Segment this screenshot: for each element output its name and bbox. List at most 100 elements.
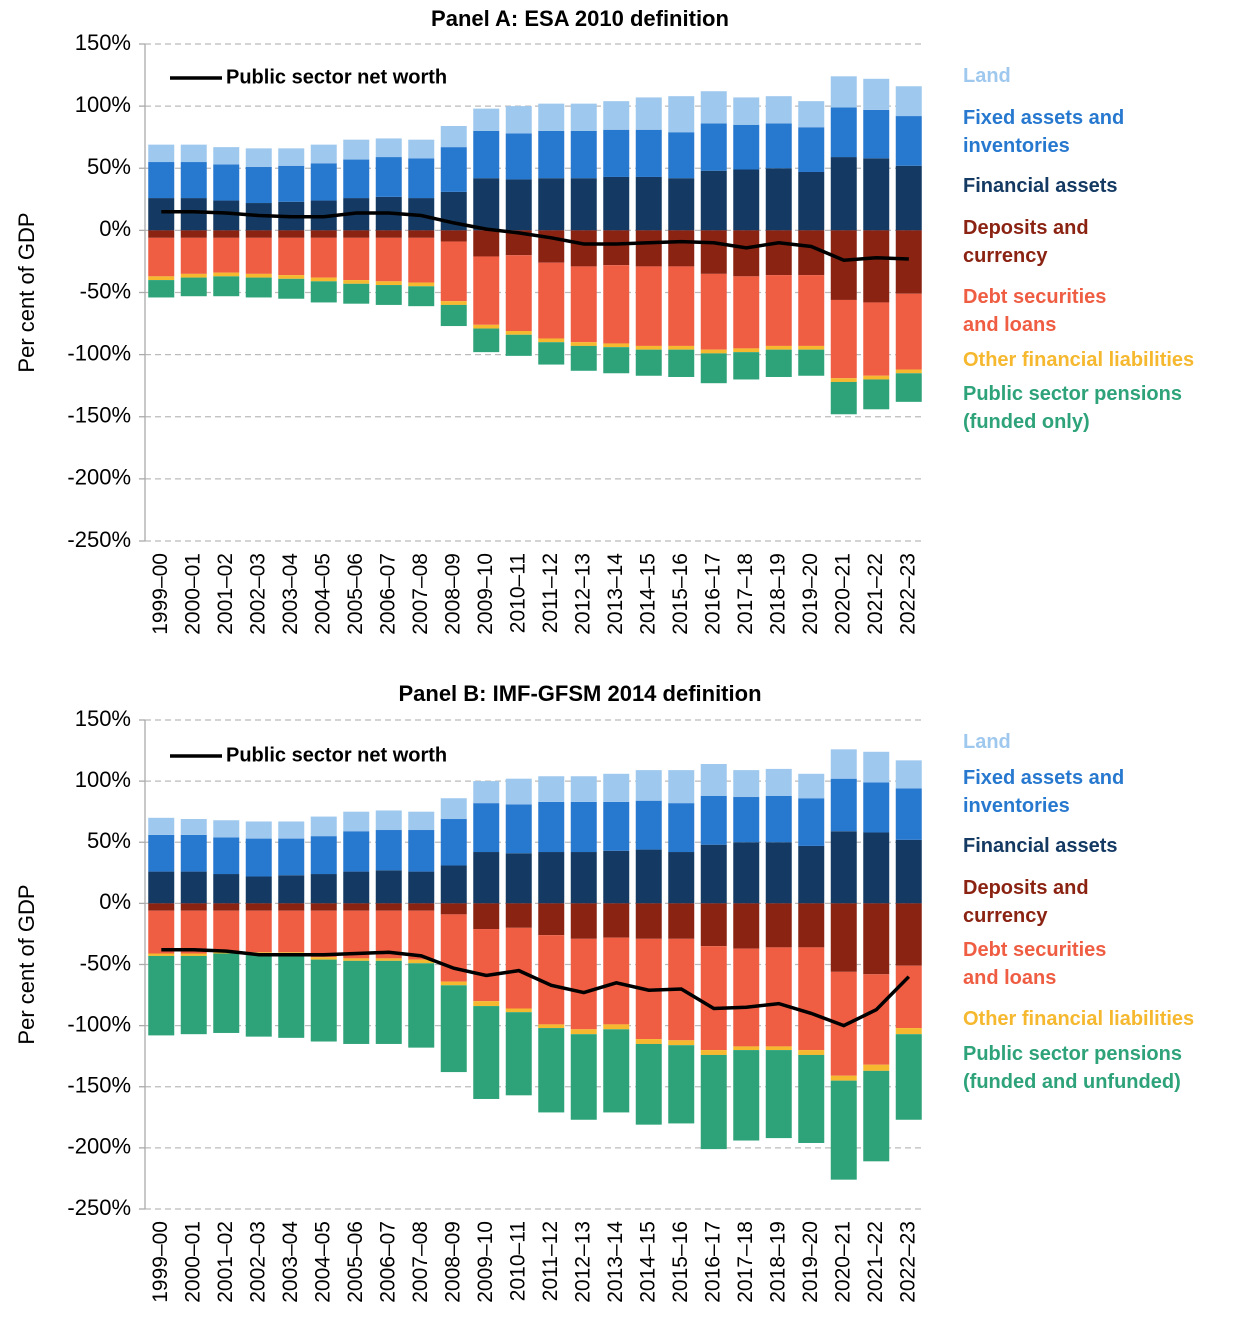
bar-segment — [668, 96, 695, 133]
bar-segment — [538, 103, 565, 131]
bar-segment — [473, 803, 500, 853]
bar-segment — [635, 349, 662, 376]
y-tick-label: -100% — [67, 340, 131, 365]
bar-segment — [343, 280, 370, 284]
bar-segment — [603, 129, 630, 177]
x-tick-label: 2003–04 — [279, 1221, 302, 1303]
bar-segment — [213, 230, 240, 238]
bar-segment — [310, 903, 337, 911]
bar-segment — [505, 331, 532, 335]
x-tick-label: 2018–19 — [766, 1221, 789, 1303]
bar-segment — [180, 277, 207, 297]
bar-segment — [570, 903, 597, 939]
bar-segment — [700, 123, 727, 171]
bar-segment — [570, 938, 597, 1030]
bar-segment — [245, 230, 272, 238]
bar-segment — [863, 974, 890, 1065]
bar-segment — [505, 179, 532, 231]
bar-segment — [343, 871, 370, 904]
bar-segment — [863, 1064, 890, 1071]
legend-entry: Public sector pensions (funded only) — [963, 383, 1182, 433]
bar-segment — [863, 379, 890, 410]
bar-segment — [213, 953, 240, 1033]
bar-segment — [830, 378, 857, 382]
bar-segment — [278, 875, 305, 904]
bar-segment — [668, 1045, 695, 1124]
bar-segment — [700, 844, 727, 904]
bar-segment — [895, 965, 922, 1029]
bar-segment — [473, 256, 500, 325]
bar-segment — [733, 1050, 760, 1141]
bar-segment — [635, 903, 662, 939]
bar-segment — [473, 781, 500, 804]
bar-segment — [278, 838, 305, 876]
bar-segment — [733, 230, 760, 277]
y-tick-label: -50% — [80, 278, 131, 303]
bar-segment — [798, 1050, 825, 1055]
bar-segment — [798, 349, 825, 376]
bar-segment — [798, 845, 825, 904]
bar-segment — [180, 834, 207, 872]
x-tick-label: 2001–02 — [214, 1221, 237, 1303]
bar-segment — [408, 230, 435, 238]
bar-segment — [408, 237, 435, 283]
bar-segment — [505, 334, 532, 356]
x-tick-label: 2008–09 — [441, 1221, 464, 1303]
bar-segment — [603, 176, 630, 231]
x-tick-label: 2020–21 — [831, 553, 854, 635]
bar-segment — [440, 241, 467, 302]
bar-segment — [180, 144, 207, 163]
bar-segment — [278, 953, 305, 1038]
bar-segment — [765, 903, 792, 948]
bar-segment — [343, 159, 370, 199]
y-tick-label: -150% — [67, 1073, 131, 1098]
bar-segment — [375, 237, 402, 282]
legend-line-label: Public sector net worth — [226, 744, 447, 766]
bar-segment — [798, 127, 825, 172]
x-tick-label: 2017–18 — [734, 1221, 757, 1303]
bar-segment — [830, 831, 857, 904]
bar-segment — [798, 171, 825, 231]
bar-segment — [278, 821, 305, 839]
x-tick-label: 2012–13 — [571, 1221, 594, 1303]
bar-segment — [148, 144, 175, 163]
bar-segment — [863, 158, 890, 231]
bar-segment — [310, 836, 337, 875]
bar-segment — [440, 230, 467, 242]
y-tick-label: -200% — [67, 465, 131, 490]
x-tick-label: 2010–11 — [506, 1221, 529, 1301]
bar-segment — [895, 293, 922, 370]
bar-segment — [830, 903, 857, 972]
bar-segment — [668, 349, 695, 377]
bar-segment — [148, 953, 175, 956]
bar-segment — [863, 1070, 890, 1162]
bar-segment — [538, 776, 565, 802]
x-tick-label: 2021–22 — [864, 1221, 887, 1303]
bar-segment — [603, 850, 630, 904]
y-tick-label: 100% — [75, 767, 131, 792]
bar-segment — [700, 1054, 727, 1150]
bar-segment — [863, 751, 890, 783]
bar-segment — [895, 760, 922, 789]
bar-segment — [440, 304, 467, 327]
y-tick-label: 0% — [99, 216, 131, 241]
bar-segment — [765, 230, 792, 276]
x-tick-label: 2022–23 — [896, 1221, 919, 1303]
bar-segment — [635, 129, 662, 177]
bar-segment — [700, 273, 727, 350]
bar-segment — [798, 345, 825, 350]
bar-segment — [375, 285, 402, 305]
bar-segment — [863, 903, 890, 975]
bar-segment — [278, 278, 305, 299]
x-tick-label: 2014–15 — [636, 553, 659, 635]
x-tick-label: 2019–20 — [799, 553, 822, 635]
x-tick-label: 2015–16 — [669, 553, 692, 635]
y-tick-label: -50% — [80, 950, 131, 975]
bar-segment — [473, 324, 500, 329]
legend-entry: Deposits and currency — [963, 877, 1089, 927]
y-tick-label: -150% — [67, 403, 131, 428]
x-tick-label: 2022–23 — [896, 553, 919, 635]
bar-segment — [635, 1043, 662, 1125]
